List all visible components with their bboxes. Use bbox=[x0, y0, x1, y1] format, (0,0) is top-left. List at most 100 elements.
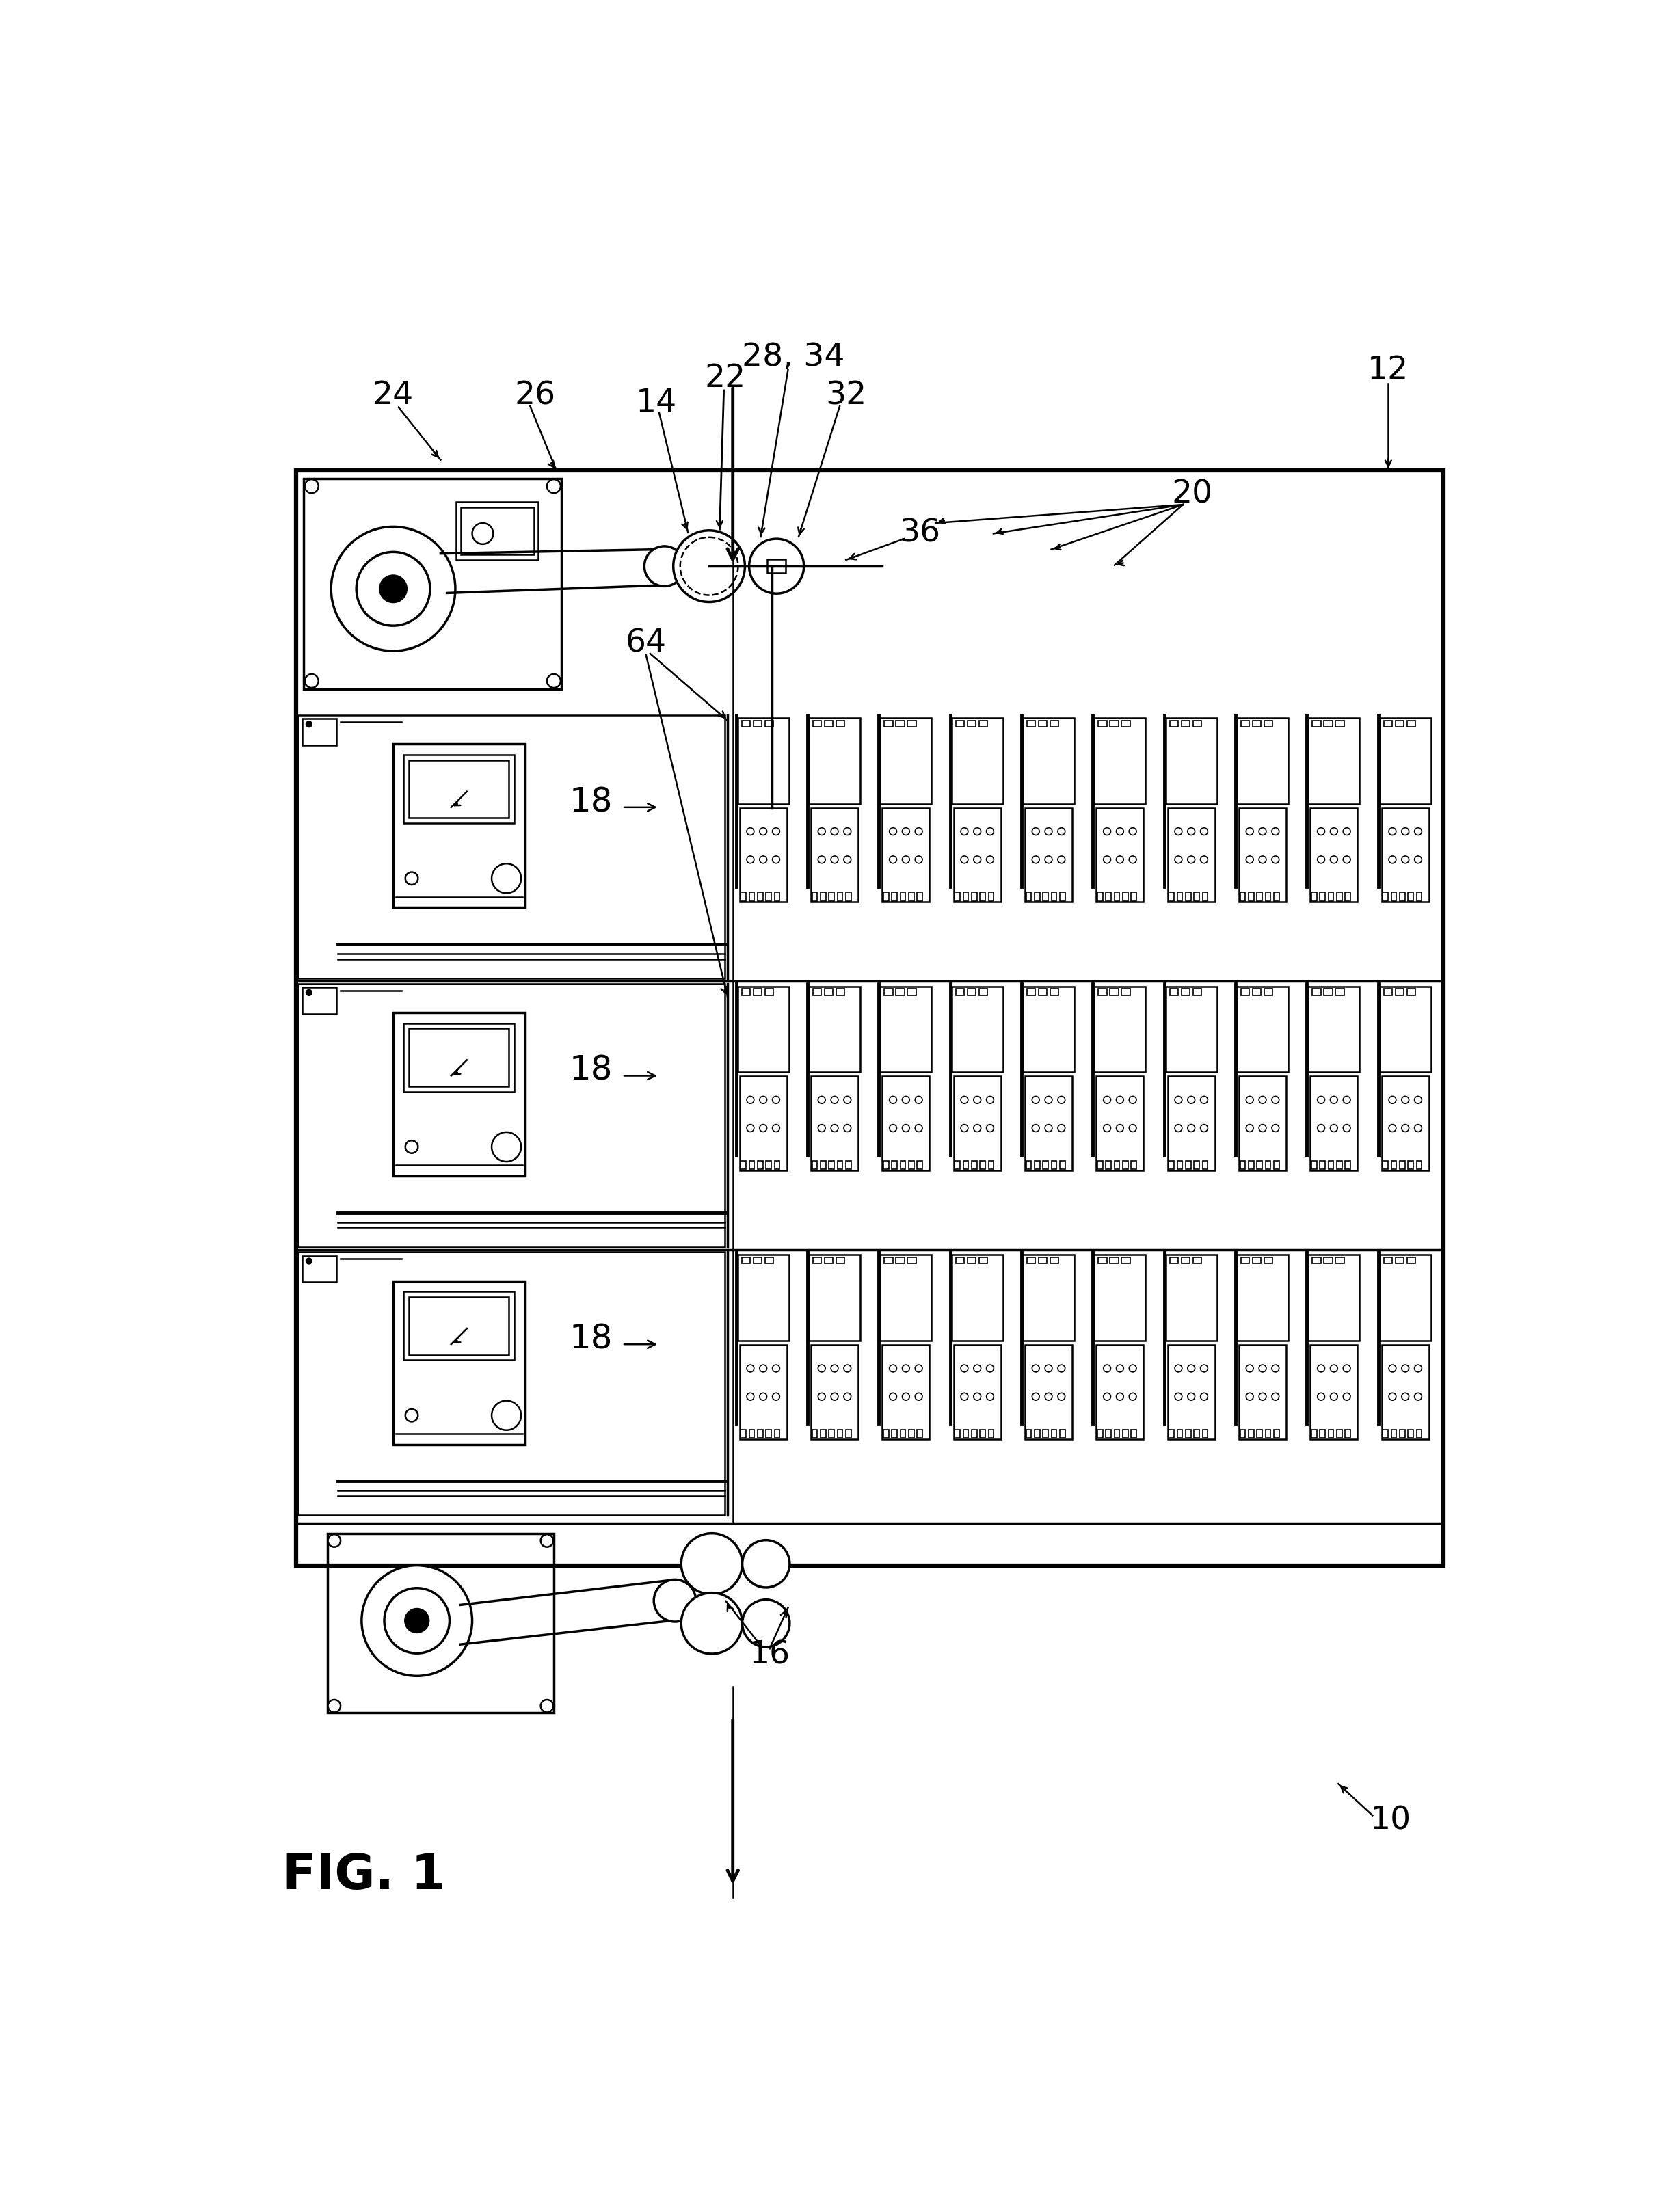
Circle shape bbox=[1201, 1365, 1208, 1372]
Bar bbox=[954, 1429, 959, 1438]
Bar bbox=[1257, 1162, 1262, 1169]
Circle shape bbox=[680, 1533, 743, 1595]
Text: FIG. 1: FIG. 1 bbox=[282, 1853, 445, 1900]
Bar bbox=[1310, 1076, 1357, 1171]
Bar bbox=[766, 1429, 771, 1438]
Circle shape bbox=[916, 1365, 922, 1372]
Bar bbox=[1242, 990, 1250, 996]
Bar bbox=[1242, 1257, 1250, 1264]
Circle shape bbox=[1389, 1096, 1396, 1104]
Circle shape bbox=[1129, 828, 1136, 835]
Circle shape bbox=[1247, 828, 1253, 835]
Bar bbox=[1122, 720, 1131, 727]
Bar bbox=[1169, 892, 1174, 901]
Bar bbox=[845, 1429, 852, 1438]
Circle shape bbox=[746, 828, 754, 835]
Bar bbox=[813, 720, 822, 727]
Bar bbox=[1203, 1162, 1208, 1169]
Circle shape bbox=[1129, 1394, 1136, 1401]
Bar bbox=[758, 892, 763, 901]
Bar bbox=[738, 985, 790, 1071]
Circle shape bbox=[405, 1608, 428, 1632]
Circle shape bbox=[1401, 828, 1410, 835]
Circle shape bbox=[1032, 1394, 1040, 1401]
Bar bbox=[1181, 1257, 1189, 1264]
Bar bbox=[1253, 1257, 1262, 1264]
Bar bbox=[895, 990, 904, 996]
Circle shape bbox=[889, 828, 897, 835]
Bar bbox=[1336, 990, 1344, 996]
Bar bbox=[956, 990, 964, 996]
Circle shape bbox=[818, 1365, 825, 1372]
Bar bbox=[954, 1345, 1001, 1438]
Circle shape bbox=[1104, 1124, 1110, 1131]
Circle shape bbox=[1331, 1394, 1337, 1401]
Bar bbox=[1105, 892, 1110, 901]
Bar bbox=[820, 1162, 825, 1169]
Bar bbox=[739, 808, 786, 901]
Bar bbox=[884, 990, 892, 996]
Bar bbox=[1025, 808, 1072, 901]
Circle shape bbox=[843, 1365, 852, 1372]
Bar bbox=[1265, 1257, 1273, 1264]
Bar bbox=[739, 1076, 786, 1171]
Circle shape bbox=[1415, 1394, 1421, 1401]
Circle shape bbox=[1104, 1096, 1110, 1104]
Circle shape bbox=[1258, 1124, 1267, 1131]
Circle shape bbox=[1188, 855, 1194, 864]
Bar bbox=[1094, 985, 1146, 1071]
Bar bbox=[1168, 1345, 1215, 1438]
Bar bbox=[1060, 1162, 1065, 1169]
Circle shape bbox=[1174, 855, 1183, 864]
Bar bbox=[1168, 808, 1215, 901]
Bar bbox=[1050, 720, 1058, 727]
Circle shape bbox=[1317, 1096, 1326, 1104]
Bar bbox=[299, 983, 724, 1246]
Bar bbox=[1240, 1429, 1245, 1438]
Bar bbox=[1181, 720, 1189, 727]
Bar bbox=[302, 987, 336, 1014]
Circle shape bbox=[961, 855, 968, 864]
Circle shape bbox=[1201, 855, 1208, 864]
Circle shape bbox=[973, 855, 981, 864]
Bar bbox=[1203, 892, 1208, 901]
Bar bbox=[811, 892, 816, 901]
Bar bbox=[1408, 892, 1413, 901]
Bar bbox=[302, 1257, 336, 1281]
Bar bbox=[882, 808, 929, 901]
Bar bbox=[1097, 1429, 1102, 1438]
Circle shape bbox=[1174, 1365, 1183, 1372]
Bar bbox=[909, 1162, 914, 1169]
Bar bbox=[979, 1429, 984, 1438]
Bar bbox=[1320, 892, 1326, 901]
Bar bbox=[979, 892, 984, 901]
Circle shape bbox=[1342, 828, 1351, 835]
Bar bbox=[1381, 808, 1430, 901]
Bar bbox=[1025, 1076, 1072, 1171]
Bar bbox=[968, 990, 976, 996]
Circle shape bbox=[1415, 855, 1421, 864]
Circle shape bbox=[1045, 1124, 1052, 1131]
Bar bbox=[1329, 1162, 1334, 1169]
Circle shape bbox=[832, 1096, 838, 1104]
Bar bbox=[1329, 892, 1334, 901]
Bar bbox=[1406, 720, 1415, 727]
Circle shape bbox=[405, 873, 418, 884]
Circle shape bbox=[1272, 855, 1278, 864]
Text: 18: 18 bbox=[570, 1323, 612, 1356]
Circle shape bbox=[361, 1566, 472, 1677]
Bar bbox=[1186, 1162, 1191, 1169]
Bar bbox=[1122, 1429, 1127, 1438]
Bar bbox=[1114, 892, 1119, 901]
Bar bbox=[1052, 1429, 1057, 1438]
Bar bbox=[403, 755, 514, 824]
Circle shape bbox=[1104, 855, 1110, 864]
Bar bbox=[1399, 892, 1404, 901]
Bar bbox=[884, 1257, 892, 1264]
Bar bbox=[766, 892, 771, 901]
Bar bbox=[909, 1429, 914, 1438]
Circle shape bbox=[973, 828, 981, 835]
Bar bbox=[1383, 1162, 1388, 1169]
Circle shape bbox=[818, 828, 825, 835]
Circle shape bbox=[1415, 1096, 1421, 1104]
